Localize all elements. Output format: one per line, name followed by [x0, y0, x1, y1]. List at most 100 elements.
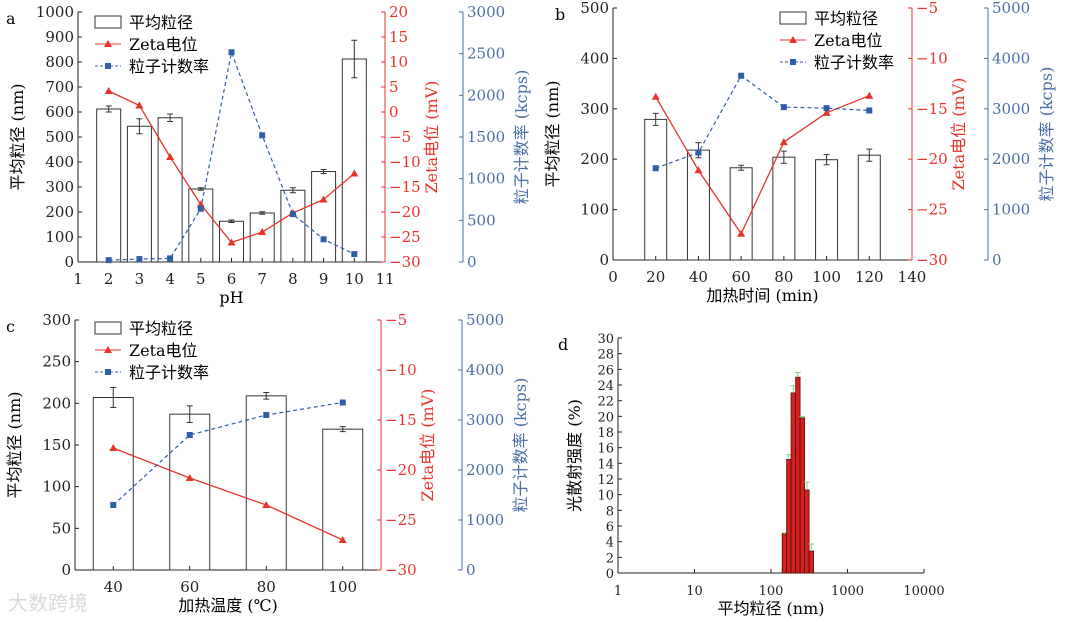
error-bar	[808, 543, 815, 552]
x-tick-label: 1	[614, 584, 622, 599]
zeta-tick-label: −5	[916, 0, 938, 17]
count-tick-label: 1000	[992, 201, 1030, 219]
size-error-bar	[339, 426, 346, 433]
y-tick-label: 0	[599, 251, 609, 269]
legend-count-label: 粒子计数率	[814, 53, 894, 72]
size-bar	[157, 117, 183, 263]
zeta-line	[655, 95, 870, 236]
count-tick-label: 1500	[467, 128, 505, 146]
x-axis-title: 加热时间 (min)	[706, 286, 818, 305]
legend-size-label: 平均粒径	[129, 319, 193, 338]
watermark: 大数跨境	[8, 591, 88, 615]
zeta-tick-label: −10	[385, 361, 417, 379]
zeta-tick-label: 0	[389, 103, 399, 121]
x-tick-label: 3	[135, 270, 145, 288]
zeta-tick-label: −5	[385, 311, 407, 329]
count-tick-label: 0	[467, 253, 477, 271]
count-point	[197, 205, 204, 212]
y-tick-label: 4	[606, 536, 614, 551]
zeta-point	[737, 229, 746, 237]
y-tick-label: 100	[45, 228, 74, 246]
histogram-bar	[795, 376, 801, 574]
y-tick-label: 700	[45, 78, 74, 96]
y-tick-label: 26	[597, 363, 614, 378]
zeta-point	[338, 536, 347, 543]
error-bar	[803, 481, 810, 490]
legend-size-swatch	[94, 15, 122, 29]
zeta-point	[258, 228, 267, 235]
zeta-point	[135, 101, 144, 109]
size-error-bar	[351, 39, 358, 79]
y-tick-label: 2	[606, 551, 614, 566]
size-error-bar	[259, 211, 266, 215]
count-point	[738, 72, 745, 79]
y-tick-label: 14	[597, 457, 614, 472]
count-axis-title: 粒子计数率 (kcps)	[511, 378, 530, 513]
count-line	[112, 401, 343, 506]
zeta-point	[651, 92, 660, 100]
count-point	[780, 104, 787, 111]
legend-size-swatch	[779, 11, 807, 25]
size-error-bar	[136, 118, 143, 135]
count-tick-label: 1000	[466, 511, 504, 529]
y-tick-label: 800	[45, 53, 74, 71]
zeta-tick-label: −10	[916, 49, 948, 67]
x-tick-label: 140	[898, 268, 927, 286]
zeta-point	[104, 87, 113, 94]
x-tick-label: 1	[73, 270, 83, 288]
histogram-bar	[786, 459, 792, 574]
y-axis-title: 光散射强度 (%)	[565, 399, 584, 512]
y-tick-label: 600	[45, 103, 74, 121]
legend-size-label: 平均粒径	[814, 9, 878, 28]
count-point	[186, 432, 193, 438]
x-tick-label: 80	[774, 268, 793, 286]
x-tick-label: 100	[759, 584, 784, 599]
panel-label: b	[555, 5, 565, 24]
x-tick-label: 40	[689, 268, 708, 286]
y-tick-label: 8	[606, 504, 614, 519]
zeta-axis-title: Zeta电位 (mV)	[949, 78, 968, 191]
size-bar	[729, 167, 753, 261]
zeta-tick-label: −30	[916, 251, 948, 269]
x-tick-label: 2	[104, 270, 114, 288]
x-tick-label: 20	[646, 268, 665, 286]
size-bar	[322, 428, 364, 571]
y-tick-label: 500	[580, 0, 609, 17]
y-tick-label: 0	[606, 567, 614, 582]
count-tick-label: 2000	[466, 461, 504, 479]
x-tick-label: 60	[732, 268, 751, 286]
zeta-point	[779, 138, 788, 146]
count-tick-label: 5000	[466, 311, 504, 329]
zeta-point	[262, 501, 271, 508]
histogram-bar	[804, 489, 810, 574]
legend-count-marker	[105, 369, 111, 375]
x-tick-label: 9	[319, 270, 329, 288]
size-bar	[92, 397, 134, 571]
zeta-tick-label: −30	[389, 253, 421, 271]
panel-label: a	[6, 9, 16, 28]
legend-zeta-label: Zeta电位	[129, 341, 198, 360]
y-tick-label: 10	[597, 489, 614, 504]
x-tick-label: 8	[288, 270, 298, 288]
count-point	[652, 165, 659, 172]
count-tick-label: 0	[466, 561, 476, 579]
y-tick-label: 300	[45, 178, 74, 196]
zeta-tick-label: −10	[389, 153, 421, 171]
zeta-tick-label: 5	[389, 78, 399, 96]
zeta-tick-label: 20	[389, 3, 408, 21]
zeta-point	[319, 195, 328, 203]
size-error-bar	[228, 219, 235, 223]
zeta-point	[109, 444, 118, 451]
size-bar	[644, 118, 668, 261]
count-point	[136, 256, 143, 263]
count-tick-label: 4000	[992, 49, 1030, 67]
size-error-bar	[738, 164, 745, 171]
zeta-point	[822, 108, 831, 116]
y-tick-label: 30	[597, 332, 614, 347]
count-point	[866, 107, 873, 114]
